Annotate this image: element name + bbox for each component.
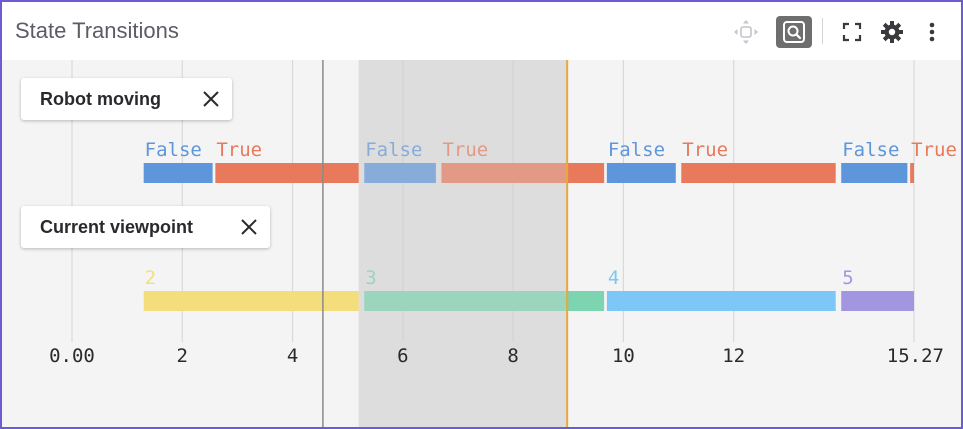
segment-label: 5: [842, 267, 853, 289]
move-icon: [734, 20, 758, 44]
close-icon[interactable]: [238, 216, 260, 238]
state-segment: [143, 291, 359, 311]
state-segment: [841, 163, 908, 183]
zoom-button[interactable]: [776, 16, 812, 48]
fullscreen-button[interactable]: [834, 16, 870, 48]
zoom-icon: [783, 21, 805, 43]
tick-label: 15.27: [887, 345, 944, 367]
selection-overlay: [358, 60, 568, 427]
segment-label: True: [216, 139, 262, 161]
fullscreen-icon: [842, 22, 862, 42]
state-segment: [441, 163, 605, 183]
segment-label: False: [145, 139, 202, 161]
panel-title: State Transitions: [15, 18, 179, 43]
tick-label: 6: [397, 345, 408, 367]
segment-label: False: [608, 139, 665, 161]
close-icon[interactable]: [200, 88, 222, 110]
tick-label: 8: [507, 345, 518, 367]
state-segment: [841, 291, 914, 311]
segment-label: True: [911, 139, 957, 161]
more-options-button[interactable]: [914, 16, 950, 48]
tick-label: 12: [722, 345, 745, 367]
state-segment: [606, 291, 836, 311]
gear-icon: [881, 21, 903, 43]
move-button[interactable]: [728, 16, 764, 48]
series-label-current-viewpoint: Current viewpoint: [21, 206, 270, 248]
segment-label: False: [842, 139, 899, 161]
segment-label: 2: [145, 267, 156, 289]
segment-label: 3: [365, 267, 376, 289]
state-segment: [364, 291, 605, 311]
more-vertical-icon: [929, 22, 935, 42]
segment-label: False: [365, 139, 422, 161]
segment-label: True: [682, 139, 728, 161]
state-timeline-chart[interactable]: False True False True False True False True 2 3 4 5…: [2, 60, 961, 427]
plot-area[interactable]: False True False True False True False True 2 3 4 5…: [2, 60, 961, 427]
selection-range: [358, 60, 568, 427]
tick-label: 2: [177, 345, 188, 367]
series-label-robot-moving: Robot moving: [21, 78, 232, 120]
state-segment: [364, 163, 436, 183]
state-segment: [143, 163, 213, 183]
state-segment: [681, 163, 836, 183]
state-segment: [606, 163, 676, 183]
settings-button[interactable]: [874, 16, 910, 48]
segment-label: True: [442, 139, 488, 161]
panel-header: State Transitions: [2, 2, 961, 60]
series-name: Current viewpoint: [40, 216, 194, 237]
tick-label: 10: [612, 345, 635, 367]
state-segment: [910, 163, 914, 183]
tick-label: 4: [287, 345, 298, 367]
toolbar-divider: [822, 18, 823, 44]
series-name: Robot moving: [40, 88, 161, 109]
segment-label: 4: [608, 267, 619, 289]
state-segment: [215, 163, 359, 183]
tick-label: 0.00: [49, 345, 95, 367]
